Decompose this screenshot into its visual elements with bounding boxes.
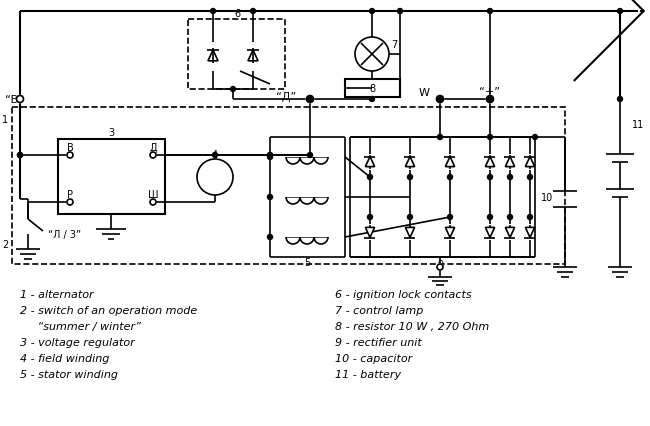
Circle shape — [268, 153, 272, 158]
Text: Ш: Ш — [148, 190, 158, 199]
Circle shape — [437, 265, 443, 271]
Circle shape — [488, 175, 493, 180]
Polygon shape — [406, 228, 415, 238]
Text: 5: 5 — [304, 257, 310, 268]
Text: 2: 2 — [2, 239, 8, 249]
Circle shape — [250, 9, 255, 14]
Circle shape — [18, 153, 23, 158]
Circle shape — [618, 9, 623, 14]
Polygon shape — [506, 228, 515, 238]
Circle shape — [437, 96, 443, 103]
Circle shape — [437, 97, 443, 102]
Text: 2 - switch of an operation mode: 2 - switch of an operation mode — [20, 305, 197, 315]
Polygon shape — [365, 157, 374, 167]
Text: 7 - control lamp: 7 - control lamp — [335, 305, 423, 315]
Circle shape — [447, 215, 452, 220]
Text: 1: 1 — [2, 115, 8, 125]
Circle shape — [408, 215, 413, 220]
Text: 11: 11 — [632, 120, 644, 130]
Circle shape — [307, 97, 313, 102]
Circle shape — [369, 9, 374, 14]
Polygon shape — [525, 228, 534, 238]
Bar — [12, 108, 565, 265]
Polygon shape — [486, 228, 495, 238]
Bar — [345, 80, 400, 98]
Circle shape — [437, 135, 443, 140]
Text: “summer / winter”: “summer / winter” — [20, 321, 141, 331]
Circle shape — [367, 215, 372, 220]
Circle shape — [528, 175, 532, 180]
Text: “B”: “B” — [5, 95, 23, 105]
Circle shape — [18, 153, 23, 158]
Text: 10 - capacitor: 10 - capacitor — [335, 353, 412, 363]
Polygon shape — [406, 157, 415, 167]
Polygon shape — [445, 228, 454, 238]
Circle shape — [150, 199, 156, 205]
Polygon shape — [525, 157, 534, 167]
Circle shape — [307, 153, 313, 158]
Circle shape — [268, 235, 272, 240]
Text: 8 - resistor 10 W , 270 Ohm: 8 - resistor 10 W , 270 Ohm — [335, 321, 489, 331]
Bar — [188, 20, 285, 90]
Circle shape — [447, 175, 452, 180]
Text: 9 - rectifier unit: 9 - rectifier unit — [335, 337, 422, 347]
Text: 4: 4 — [212, 150, 218, 160]
Text: 10: 10 — [541, 193, 553, 202]
Text: “+”: “+” — [480, 87, 500, 97]
Text: W: W — [419, 88, 430, 98]
Polygon shape — [445, 157, 454, 167]
Circle shape — [307, 96, 313, 103]
Circle shape — [508, 175, 512, 180]
Text: 7: 7 — [391, 40, 397, 50]
Circle shape — [488, 135, 493, 140]
Text: “Л / 3”: “Л / 3” — [48, 230, 81, 239]
Circle shape — [508, 215, 512, 220]
Polygon shape — [486, 157, 495, 167]
Circle shape — [150, 153, 156, 158]
Text: 1 - alternator: 1 - alternator — [20, 289, 94, 299]
Circle shape — [367, 175, 372, 180]
Text: 3: 3 — [108, 128, 114, 138]
Circle shape — [488, 97, 493, 102]
Circle shape — [67, 199, 73, 205]
Circle shape — [268, 155, 272, 160]
Circle shape — [211, 9, 216, 14]
Text: 3 - voltage regulator: 3 - voltage regulator — [20, 337, 135, 347]
Circle shape — [213, 153, 218, 158]
Text: 8: 8 — [369, 84, 375, 94]
Circle shape — [231, 87, 235, 92]
Text: B: B — [67, 143, 73, 153]
Text: “Д”: “Д” — [276, 92, 296, 102]
Text: 11 - battery: 11 - battery — [335, 369, 401, 379]
Text: P: P — [67, 190, 73, 199]
Circle shape — [268, 153, 272, 158]
Text: 9: 9 — [437, 259, 443, 269]
Polygon shape — [365, 228, 374, 238]
Circle shape — [398, 9, 402, 14]
Text: 5 - stator winding: 5 - stator winding — [20, 369, 118, 379]
Circle shape — [67, 153, 73, 158]
Circle shape — [268, 195, 272, 200]
Text: 6: 6 — [234, 9, 240, 19]
Circle shape — [486, 96, 493, 103]
Circle shape — [488, 9, 493, 14]
Polygon shape — [506, 157, 515, 167]
Circle shape — [618, 97, 623, 102]
Bar — [58, 140, 165, 215]
Circle shape — [369, 97, 374, 102]
Circle shape — [532, 135, 538, 140]
Text: 6 - ignition lock contacts: 6 - ignition lock contacts — [335, 289, 472, 299]
Circle shape — [528, 215, 532, 220]
Circle shape — [488, 215, 493, 220]
Text: 4 - field winding: 4 - field winding — [20, 353, 109, 363]
Text: Д: Д — [150, 143, 157, 153]
Circle shape — [16, 96, 23, 103]
Circle shape — [408, 175, 413, 180]
